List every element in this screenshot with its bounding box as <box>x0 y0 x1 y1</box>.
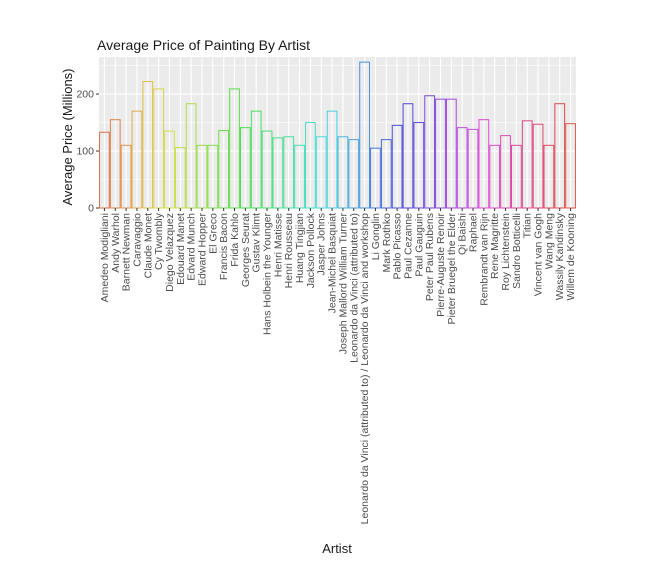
x-tick-label: Paul Gauguin <box>413 213 425 277</box>
x-tick-label: Rembrandt van Rijn <box>478 213 490 306</box>
x-tick-label: Vincent van Gogh <box>533 213 545 296</box>
x-tick-label: Edvard Munch <box>186 213 198 281</box>
x-tick-label: Andy Warhol <box>110 213 122 273</box>
x-tick-label: Li Gonglin <box>370 213 382 260</box>
x-tick-label: Wassily Kandinsky <box>554 212 566 300</box>
x-tick-label: Leonardo da Vinci (attributed to) <box>348 213 360 363</box>
x-tick-label: Amedeo Modigliani <box>99 213 111 302</box>
x-tick-label: Mark Rothko <box>381 213 393 273</box>
x-tick-label: Paul Cezanne <box>402 213 414 279</box>
y-axis-title: Average Price (Millions) <box>60 68 75 205</box>
x-tick-label: Pierre-Auguste Renoir <box>435 213 447 317</box>
x-tick-label: Frida Kahlo <box>229 213 241 267</box>
plot-panel <box>99 57 576 208</box>
x-tick-label: Willem de Kooning <box>565 213 577 301</box>
x-tick-label: Peter Paul Rubens <box>424 213 436 301</box>
x-tick-label: Raphael <box>468 213 480 252</box>
x-tick-label: Qi Baishi <box>457 213 469 255</box>
x-tick-label: Henri Matisse <box>272 213 284 277</box>
x-axis-title: Artist <box>322 541 352 556</box>
x-tick-label: Sandro Botticelli <box>511 213 523 289</box>
x-tick-label: Pablo Picasso <box>392 213 404 280</box>
x-tick-label: Henri Rousseau <box>283 213 295 288</box>
x-tick-label: Claude Monet <box>142 213 154 278</box>
x-tick-label: Jackson Pollock <box>305 212 317 288</box>
x-tick-label: Hans Holbein the Younger <box>262 212 274 335</box>
x-tick-label: El Greco <box>207 213 219 254</box>
x-tick-label: Cy Twombly <box>153 212 165 270</box>
x-tick-label: Edouard Manet <box>175 213 187 285</box>
x-tick-label: Diego Velazquez <box>164 213 176 292</box>
x-tick-label: Edward Hopper <box>196 213 208 286</box>
x-tick-label: Roy Lichtenstein <box>500 213 512 291</box>
x-tick-label: Wang Meng <box>543 213 555 269</box>
chart-title: Average Price of Painting By Artist <box>97 37 310 53</box>
y-tick-label: 200 <box>76 89 94 101</box>
x-tick-label: Huang Tingjian <box>294 213 306 283</box>
grid-lines <box>99 57 576 209</box>
x-tick-label: Jean-Michel Basquiat <box>327 213 339 313</box>
x-tick-label: Caravaggio <box>131 213 143 267</box>
x-tick-label: Georges Seurat <box>240 213 252 287</box>
x-tick-label: Leonardo da Vinci (attributed to) / Leon… <box>359 213 371 524</box>
x-tick-label: Titian <box>522 213 534 238</box>
x-tick-label: Joseph Mallord William Turner <box>337 213 349 355</box>
x-tick-label: Pieter Bruegel the Elder <box>446 213 458 325</box>
x-tick-label: Gustav Klimt <box>251 213 263 273</box>
y-tick-label: 0 <box>88 203 94 215</box>
x-tick-label: Francis Bacon <box>218 213 230 280</box>
x-tick-label: Jasper Johns <box>316 213 328 275</box>
y-tick-label: 100 <box>76 146 94 158</box>
x-tick-label: Barnett Newman <box>121 213 133 291</box>
x-tick-label: Rene Magritte <box>489 213 501 279</box>
